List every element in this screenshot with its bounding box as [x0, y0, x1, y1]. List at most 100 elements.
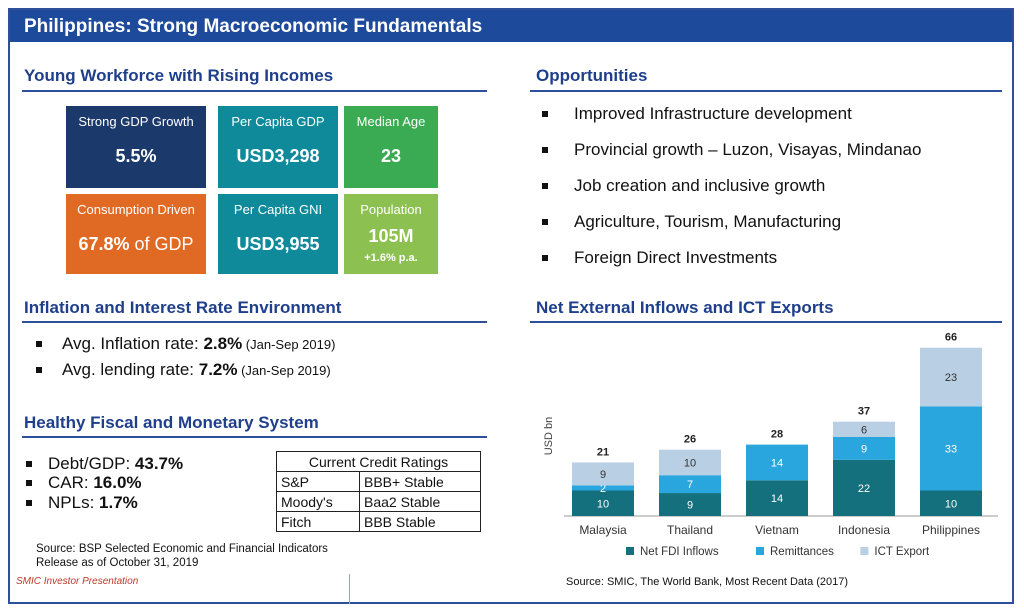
- y-axis-label: USD bn: [543, 417, 555, 456]
- category-label: Vietnam: [755, 523, 799, 537]
- divider: [349, 574, 350, 604]
- tile-per-capita-gni: Per Capita GNI USD3,955: [218, 194, 338, 274]
- tile-label: Strong GDP Growth: [78, 114, 194, 129]
- bar-segment: [572, 485, 634, 491]
- bullet-icon: [542, 255, 548, 261]
- tile-label: Per Capita GNI: [233, 202, 323, 217]
- workforce-title: Young Workforce with Rising Incomes: [24, 66, 334, 85]
- total-label: 21: [597, 446, 609, 458]
- bullet-icon: [36, 341, 42, 347]
- data-label: 10: [945, 498, 957, 510]
- tile-value: USD3,298: [236, 146, 320, 166]
- lending-note: (Jan-Sep 2019): [237, 363, 331, 378]
- tile-value: 67.8% of GDP: [66, 234, 206, 255]
- inflows-rule: [530, 321, 1002, 323]
- data-label: 9: [861, 443, 867, 455]
- bar-segment: [572, 490, 634, 516]
- legend-label: Net FDI Inflows: [640, 546, 719, 558]
- bar-segment: [746, 444, 808, 481]
- tile-value: 105M: [368, 226, 414, 246]
- fiscal-release: Release as of October 31, 2019: [36, 557, 199, 569]
- bullet-icon: [26, 480, 32, 486]
- bar-segment: [833, 459, 895, 516]
- tile-value-number: 67.8%: [78, 234, 130, 254]
- workforce-rule: [22, 90, 487, 92]
- tile-value: 5.5%: [115, 146, 157, 166]
- bullet-icon: [542, 147, 548, 153]
- data-label: 10: [684, 457, 696, 469]
- fiscal-label: Debt/GDP:: [48, 454, 135, 473]
- inflows-source: Source: SMIC, The World Bank, Most Recen…: [566, 576, 849, 588]
- bar-segment: [833, 421, 895, 437]
- tile-value-suffix: of GDP: [129, 234, 194, 254]
- tile-label: Per Capita GDP: [231, 114, 325, 129]
- opportunity-text: Improved Infrastructure development: [574, 104, 852, 123]
- tile-sub: +1.6% p.a.: [364, 252, 418, 264]
- agency-cell: S&P: [276, 471, 360, 492]
- inflows-title: Net External Inflows and ICT Exports: [536, 298, 834, 317]
- data-label: 14: [771, 493, 783, 505]
- total-label: 66: [945, 332, 957, 344]
- bullet-icon: [542, 111, 548, 117]
- table-row: Fitch BBB Stable: [276, 511, 481, 532]
- inflation-title: Inflation and Interest Rate Environment: [24, 298, 342, 317]
- tile-population: Population 105M +1.6% p.a.: [344, 194, 438, 274]
- data-label: 2: [600, 483, 606, 495]
- lending-value: 7.2%: [198, 360, 238, 379]
- tile-median-age: Median Age 23: [344, 106, 438, 188]
- data-label: 33: [945, 443, 957, 455]
- fiscal-rule: [22, 436, 487, 438]
- inflation-rule: [22, 321, 487, 323]
- inflows-chart: USD bn 10 2 9 21 Malaysia 9 7 10 26 Thailand 14 14 28…: [543, 332, 998, 558]
- data-label: 6: [861, 424, 867, 436]
- category-label: Thailand: [667, 523, 713, 537]
- total-label: 28: [771, 429, 783, 441]
- rating-cell: BBB+ Stable: [359, 471, 481, 492]
- data-label: 22: [858, 483, 870, 495]
- page-title: Philippines: Strong Macroeconomic Fundam…: [24, 16, 483, 37]
- bar-segment: [659, 493, 721, 516]
- data-label: 9: [687, 500, 693, 512]
- table-row: Moody's Baa2 Stable: [276, 491, 481, 512]
- bar-segment: [920, 490, 982, 516]
- total-label: 26: [684, 434, 696, 446]
- bar-segment: [833, 436, 895, 460]
- tile-label: Consumption Driven: [77, 202, 195, 217]
- tile-label: Median Age: [356, 114, 426, 129]
- fiscal-value: 1.7%: [99, 493, 138, 512]
- opportunity-text: Job creation and inclusive growth: [574, 176, 826, 195]
- fiscal-title: Healthy Fiscal and Monetary System: [24, 413, 319, 432]
- footer-label: SMIC Investor Presentation: [16, 576, 139, 587]
- category-label: Malaysia: [579, 523, 627, 537]
- legend-label: Remittances: [770, 546, 834, 558]
- table-row: S&P BBB+ Stable: [276, 471, 481, 492]
- opportunity-text: Agriculture, Tourism, Manufacturing: [574, 212, 842, 231]
- fiscal-source: Source: BSP Selected Economic and Financ…: [36, 543, 328, 555]
- agency-cell: Fitch: [276, 511, 360, 532]
- legend-swatch: [756, 547, 764, 555]
- opportunity-text: Provincial growth – Luzon, Visayas, Mind…: [574, 140, 922, 159]
- inflation-note: (Jan-Sep 2019): [242, 337, 336, 352]
- bullet-icon: [542, 219, 548, 225]
- tile-per-capita-gdp: Per Capita GDP USD3,298: [218, 106, 338, 188]
- bar-segment: [920, 347, 982, 407]
- bullet-icon: [26, 500, 32, 506]
- lending-label: Avg. lending rate:: [62, 360, 199, 379]
- agency-cell: Moody's: [276, 491, 360, 512]
- fiscal-value: 43.7%: [134, 454, 184, 473]
- legend-label: ICT Export: [874, 546, 930, 558]
- tile-value: USD3,955: [236, 234, 320, 254]
- credit-ratings-table: Current Credit Ratings S&P BBB+ Stable Mo…: [276, 451, 481, 532]
- rating-cell: BBB Stable: [359, 511, 481, 532]
- bar-segment: [920, 406, 982, 491]
- bullet-icon: [26, 461, 32, 467]
- inflation-label: Avg. Inflation rate:: [62, 334, 204, 353]
- title-bar: Philippines: Strong Macroeconomic Fundam…: [10, 10, 1012, 42]
- fiscal-label: CAR:: [48, 473, 94, 492]
- opportunity-text: Foreign Direct Investments: [574, 248, 778, 267]
- rating-cell: Baa2 Stable: [359, 491, 481, 512]
- tile-label: Population: [360, 202, 422, 217]
- category-label: Philippines: [922, 523, 980, 537]
- legend-swatch: [860, 547, 869, 555]
- bar-segment: [572, 462, 634, 486]
